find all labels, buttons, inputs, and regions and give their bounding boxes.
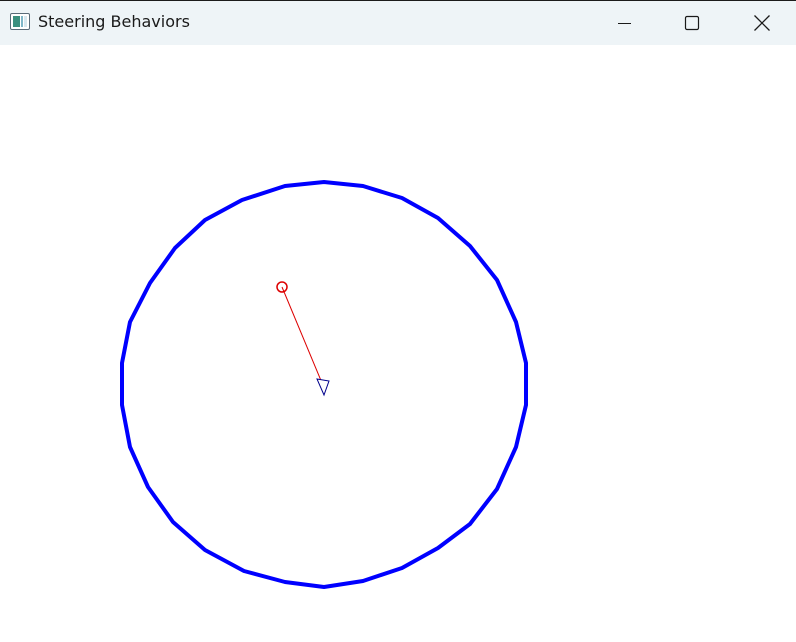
minimize-icon [616,15,632,31]
steering-line [281,286,323,384]
close-icon [753,14,771,32]
maximize-icon [684,15,700,31]
scene-canvas [120,180,528,589]
title-bar[interactable]: Steering Behaviors [0,0,796,45]
canvas-area[interactable] [0,45,796,642]
minimize-button[interactable] [590,1,658,45]
app-window-icon [10,13,30,30]
agent-vehicle [316,378,330,397]
maximize-button[interactable] [658,1,726,45]
wander-target-marker [276,281,288,293]
window-title: Steering Behaviors [38,12,190,31]
close-button[interactable] [728,1,796,45]
wander-circle [120,180,528,589]
